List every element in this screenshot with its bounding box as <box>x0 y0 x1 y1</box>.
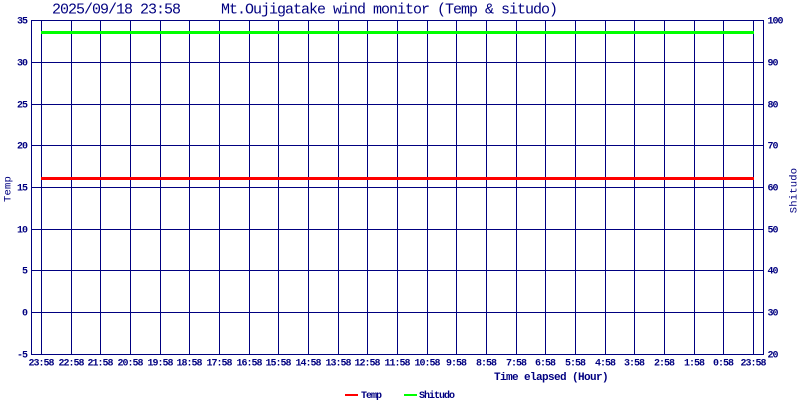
svg-text:90: 90 <box>768 59 779 70</box>
svg-text:6:58: 6:58 <box>535 359 556 370</box>
svg-text:60: 60 <box>768 184 779 195</box>
svg-text:4:58: 4:58 <box>595 359 616 370</box>
svg-text:25: 25 <box>17 101 28 112</box>
svg-text:3:58: 3:58 <box>624 359 645 370</box>
svg-text:15:58: 15:58 <box>265 359 291 370</box>
svg-text:30: 30 <box>768 309 779 320</box>
svg-text:35: 35 <box>17 17 28 28</box>
svg-text:14:58: 14:58 <box>295 359 321 370</box>
svg-text:2:58: 2:58 <box>654 359 675 370</box>
svg-text:Shitudo: Shitudo <box>789 168 800 214</box>
svg-text:80: 80 <box>768 101 779 112</box>
svg-text:18:58: 18:58 <box>176 359 202 370</box>
svg-text:1:58: 1:58 <box>684 359 705 370</box>
svg-text:2025/09/18 23:58: 2025/09/18 23:58 <box>52 2 181 19</box>
svg-text:0: 0 <box>22 309 28 320</box>
svg-text:20: 20 <box>17 142 28 153</box>
svg-text:70: 70 <box>768 142 779 153</box>
svg-text:0:58: 0:58 <box>713 359 734 370</box>
svg-text:10: 10 <box>17 226 28 237</box>
svg-text:-5: -5 <box>17 351 28 362</box>
svg-text:20:58: 20:58 <box>117 359 143 370</box>
svg-text:Time elapsed (Hour): Time elapsed (Hour) <box>494 372 608 384</box>
svg-text:Temp: Temp <box>3 176 15 202</box>
svg-text:16:58: 16:58 <box>236 359 262 370</box>
svg-text:20: 20 <box>768 351 779 362</box>
svg-text:Temp: Temp <box>361 391 382 400</box>
svg-text:21:58: 21:58 <box>87 359 113 370</box>
svg-text:11:58: 11:58 <box>384 359 410 370</box>
svg-text:19:58: 19:58 <box>147 359 173 370</box>
svg-text:12:58: 12:58 <box>354 359 380 370</box>
svg-text:Mt.Oujigatake wind monitor (Te: Mt.Oujigatake wind monitor (Temp & situd… <box>221 2 557 19</box>
svg-text:100: 100 <box>768 17 784 28</box>
svg-text:15: 15 <box>17 184 28 195</box>
svg-text:5:58: 5:58 <box>565 359 586 370</box>
svg-text:5: 5 <box>22 267 28 278</box>
svg-text:40: 40 <box>768 267 779 278</box>
svg-text:8:58: 8:58 <box>476 359 497 370</box>
svg-text:9:58: 9:58 <box>446 359 467 370</box>
svg-text:23:58: 23:58 <box>28 359 54 370</box>
svg-text:23:58: 23:58 <box>740 359 766 370</box>
svg-text:Shitudo: Shitudo <box>419 390 455 400</box>
svg-text:10:58: 10:58 <box>414 359 440 370</box>
svg-text:7:58: 7:58 <box>506 359 527 370</box>
svg-text:17:58: 17:58 <box>206 359 232 370</box>
svg-text:13:58: 13:58 <box>325 359 351 370</box>
svg-text:30: 30 <box>17 59 28 70</box>
svg-text:22:58: 22:58 <box>58 359 84 370</box>
svg-text:50: 50 <box>768 226 779 237</box>
